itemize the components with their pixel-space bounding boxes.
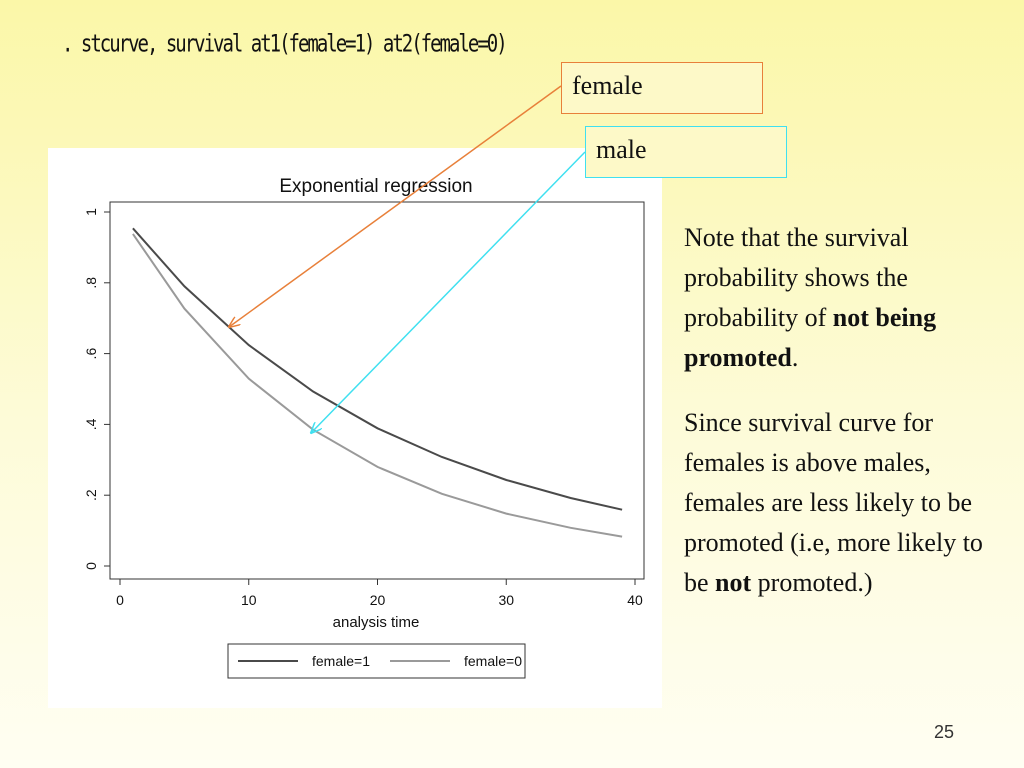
y-tick-label: 0 (83, 562, 99, 570)
y-tick-label: .8 (83, 277, 99, 289)
x-tick-label: 30 (498, 592, 514, 608)
note-paragraph-1: Note that the survival probability shows… (684, 218, 994, 378)
chart-title: Exponential regression (279, 176, 472, 197)
male-callout: male (585, 126, 787, 178)
x-tick-label: 40 (627, 592, 643, 608)
chart-panel: Exponential regression 0 .2 .4 .6 .8 1 0 10 20 3… (48, 148, 662, 708)
note-p1-end: . (791, 343, 799, 372)
series-lines (132, 227, 623, 538)
page-number: 25 (934, 722, 955, 742)
note-p2-end: promoted.) (751, 568, 873, 597)
x-tick-label: 20 (370, 592, 386, 608)
y-tick-label: 1 (83, 208, 99, 216)
note-p1-text: Note that the survival probability shows… (684, 223, 909, 332)
note-p2-text: Since survival curve for females is abov… (684, 408, 983, 597)
stata-command: . stcurve, survival at1(female=1) at2(fe… (62, 30, 508, 58)
plot-frame (109, 201, 645, 580)
y-axis: 0 .2 .4 .6 .8 1 (83, 208, 110, 570)
note-p1-bold: not being promoted (684, 303, 937, 372)
legend: female=1 female=0 (227, 643, 526, 679)
legend-label: female=0 (464, 653, 522, 669)
x-tick-label: 10 (241, 592, 257, 608)
x-axis: 0 10 20 30 40 (116, 579, 643, 608)
note-p2-bold: not (715, 568, 752, 597)
female-callout: female (561, 62, 763, 114)
male-survival-line (132, 233, 623, 538)
legend-label: female=1 (312, 653, 370, 669)
side-note: Note that the survival probability shows… (684, 218, 994, 628)
x-axis-label: analysis time (333, 614, 420, 631)
y-tick-label: .6 (83, 348, 99, 360)
y-tick-label: .4 (83, 418, 99, 430)
x-tick-label: 0 (116, 592, 124, 608)
note-paragraph-2: Since survival curve for females is abov… (684, 403, 994, 603)
y-tick-label: .2 (83, 489, 99, 501)
survival-chart: Exponential regression 0 .2 .4 .6 .8 1 0 10 20 3… (83, 176, 645, 679)
